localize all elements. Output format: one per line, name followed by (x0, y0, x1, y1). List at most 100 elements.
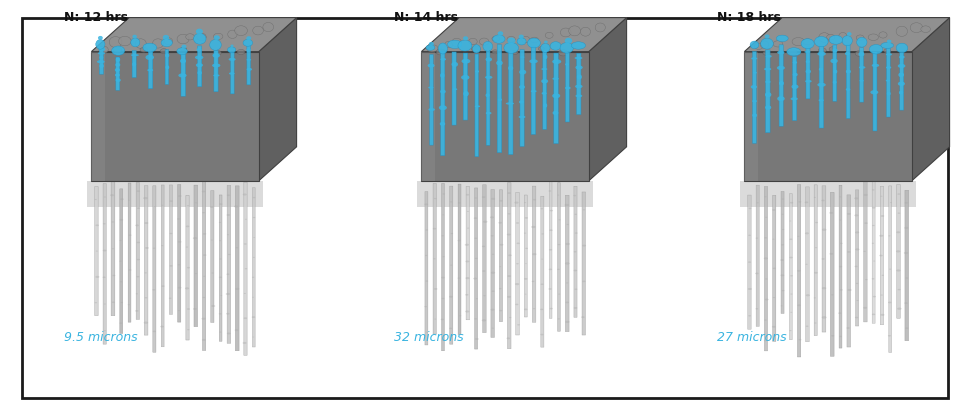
Ellipse shape (507, 36, 515, 42)
Ellipse shape (838, 336, 841, 337)
FancyBboxPatch shape (490, 190, 494, 337)
Ellipse shape (871, 243, 873, 244)
Ellipse shape (162, 205, 163, 206)
FancyBboxPatch shape (862, 181, 866, 322)
FancyBboxPatch shape (879, 186, 883, 325)
Ellipse shape (789, 220, 791, 221)
Ellipse shape (765, 81, 769, 83)
Ellipse shape (750, 85, 756, 89)
Ellipse shape (541, 233, 544, 235)
Ellipse shape (772, 267, 775, 269)
Ellipse shape (559, 42, 573, 53)
Ellipse shape (145, 247, 148, 249)
Ellipse shape (115, 63, 120, 67)
FancyBboxPatch shape (899, 53, 903, 110)
Text: N: 14 hrs: N: 14 hrs (394, 11, 458, 24)
Ellipse shape (752, 113, 757, 117)
Ellipse shape (856, 300, 858, 301)
Ellipse shape (111, 248, 114, 249)
Ellipse shape (441, 277, 444, 278)
FancyBboxPatch shape (177, 185, 180, 322)
FancyBboxPatch shape (576, 53, 580, 114)
Ellipse shape (514, 202, 518, 204)
Ellipse shape (226, 293, 230, 295)
Ellipse shape (579, 27, 590, 36)
Ellipse shape (574, 289, 577, 290)
Ellipse shape (763, 258, 767, 260)
Ellipse shape (790, 275, 792, 277)
Ellipse shape (229, 72, 234, 75)
Ellipse shape (482, 245, 484, 247)
Ellipse shape (507, 37, 515, 44)
Ellipse shape (145, 55, 154, 60)
Ellipse shape (213, 35, 220, 40)
Ellipse shape (507, 213, 510, 215)
Ellipse shape (545, 32, 552, 38)
Ellipse shape (196, 63, 203, 67)
FancyBboxPatch shape (581, 192, 585, 335)
Ellipse shape (780, 244, 783, 245)
Ellipse shape (847, 289, 851, 291)
Ellipse shape (441, 339, 444, 341)
Ellipse shape (538, 47, 544, 51)
Ellipse shape (186, 246, 188, 248)
Ellipse shape (193, 237, 197, 239)
Ellipse shape (96, 250, 98, 252)
FancyBboxPatch shape (161, 185, 164, 347)
Ellipse shape (548, 249, 551, 250)
Ellipse shape (747, 315, 750, 317)
Ellipse shape (98, 36, 103, 40)
Ellipse shape (530, 90, 536, 92)
Ellipse shape (896, 213, 899, 214)
Ellipse shape (228, 254, 231, 255)
Ellipse shape (540, 283, 543, 285)
Ellipse shape (143, 322, 148, 324)
Ellipse shape (549, 308, 552, 310)
Ellipse shape (103, 223, 106, 225)
Ellipse shape (803, 51, 810, 53)
FancyBboxPatch shape (457, 184, 460, 334)
FancyBboxPatch shape (463, 53, 467, 120)
FancyBboxPatch shape (483, 185, 485, 333)
Ellipse shape (427, 64, 434, 67)
Ellipse shape (433, 258, 435, 260)
Ellipse shape (482, 319, 485, 322)
Ellipse shape (98, 52, 105, 54)
Ellipse shape (432, 228, 436, 230)
Ellipse shape (821, 200, 824, 201)
Ellipse shape (135, 310, 139, 312)
Ellipse shape (760, 38, 772, 49)
Ellipse shape (111, 221, 114, 223)
FancyBboxPatch shape (243, 182, 247, 355)
Ellipse shape (871, 207, 875, 209)
Ellipse shape (837, 312, 840, 314)
Ellipse shape (503, 42, 518, 53)
Ellipse shape (575, 65, 582, 69)
Ellipse shape (516, 324, 519, 326)
Ellipse shape (515, 304, 517, 305)
Ellipse shape (474, 197, 477, 199)
Ellipse shape (903, 252, 907, 254)
Ellipse shape (838, 266, 841, 267)
Ellipse shape (909, 23, 922, 32)
Ellipse shape (457, 240, 460, 241)
Ellipse shape (541, 259, 543, 260)
Ellipse shape (128, 200, 130, 201)
Ellipse shape (792, 61, 797, 64)
Ellipse shape (197, 48, 202, 52)
Ellipse shape (490, 235, 493, 237)
Ellipse shape (109, 194, 114, 196)
Ellipse shape (475, 338, 479, 340)
Ellipse shape (549, 42, 560, 50)
Ellipse shape (818, 33, 829, 42)
FancyBboxPatch shape (524, 195, 526, 317)
Ellipse shape (754, 272, 758, 274)
Ellipse shape (186, 225, 189, 227)
Ellipse shape (147, 69, 153, 72)
Ellipse shape (564, 38, 572, 44)
Ellipse shape (862, 307, 866, 309)
Polygon shape (911, 17, 949, 181)
Ellipse shape (176, 48, 187, 54)
Ellipse shape (490, 309, 494, 311)
Ellipse shape (888, 269, 891, 270)
